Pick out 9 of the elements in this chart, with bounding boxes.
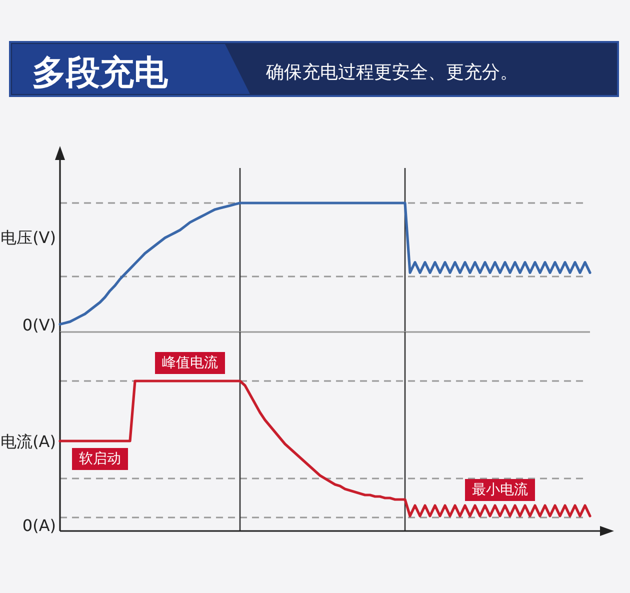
annotation: 最小电流 [472, 482, 528, 498]
text: 0(V) [22, 316, 56, 334]
annotation: 软启动 [79, 451, 121, 467]
chart-title: 多段充电 [32, 53, 169, 93]
text: 0(A) [22, 516, 56, 535]
text: 峰值电流 [162, 355, 218, 371]
y-axis-title: 电压(V) [0, 228, 56, 247]
chart-subtitle: 确保充电过程更安全、更充分。 [265, 62, 518, 83]
y-axis-title: 电流(A) [0, 432, 56, 451]
